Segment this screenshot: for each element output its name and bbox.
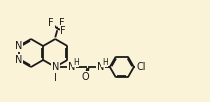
Text: N: N <box>97 62 105 72</box>
Text: N: N <box>15 55 22 65</box>
Text: N: N <box>68 62 75 72</box>
Text: Cl: Cl <box>136 62 146 72</box>
Text: I: I <box>54 73 57 83</box>
Text: F: F <box>59 18 65 28</box>
Text: N: N <box>52 62 59 72</box>
Text: N: N <box>15 41 22 51</box>
Text: H: H <box>102 58 108 67</box>
Text: F: F <box>60 26 66 36</box>
Text: O: O <box>82 72 89 82</box>
Text: F: F <box>49 18 54 28</box>
Text: H: H <box>73 58 79 67</box>
